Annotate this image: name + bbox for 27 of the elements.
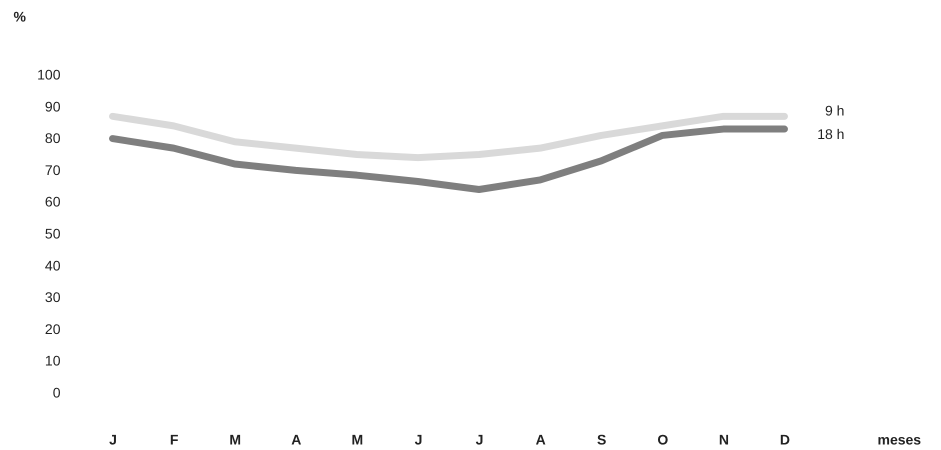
x-tick-label: D bbox=[780, 432, 790, 448]
x-tick-label: J bbox=[476, 432, 484, 448]
x-tick-label: M bbox=[229, 432, 242, 448]
y-tick-label: 90 bbox=[44, 98, 61, 114]
y-axis-title: % bbox=[14, 8, 26, 24]
x-tick-label: J bbox=[109, 432, 117, 448]
y-tick-label: 30 bbox=[44, 289, 61, 306]
x-tick-label: A bbox=[291, 432, 302, 448]
y-tick-label: 70 bbox=[44, 162, 61, 178]
x-axis-title: meses bbox=[878, 432, 922, 448]
text: 9 h bbox=[824, 102, 844, 118]
y-tick-label: 60 bbox=[44, 194, 61, 210]
x-tick-label: N bbox=[718, 432, 729, 448]
y-tick-label: 20 bbox=[44, 320, 61, 337]
y-tick-label: 100 bbox=[37, 66, 61, 82]
x-tick-label: M bbox=[352, 432, 364, 448]
x-tick-label: A bbox=[536, 432, 546, 448]
text: 18 h bbox=[817, 126, 844, 142]
y-tick-label: 80 bbox=[44, 130, 61, 146]
x-tick-label: O bbox=[657, 432, 668, 448]
y-tick-label: 10 bbox=[44, 352, 61, 369]
y-tick-label: 40 bbox=[44, 257, 61, 274]
y-tick-label: 50 bbox=[44, 226, 61, 242]
x-tick-label: J bbox=[414, 432, 422, 448]
y-tick-label: 0 bbox=[52, 384, 61, 400]
x-tick-label: S bbox=[597, 432, 606, 448]
x-tick-label: F bbox=[170, 432, 179, 448]
